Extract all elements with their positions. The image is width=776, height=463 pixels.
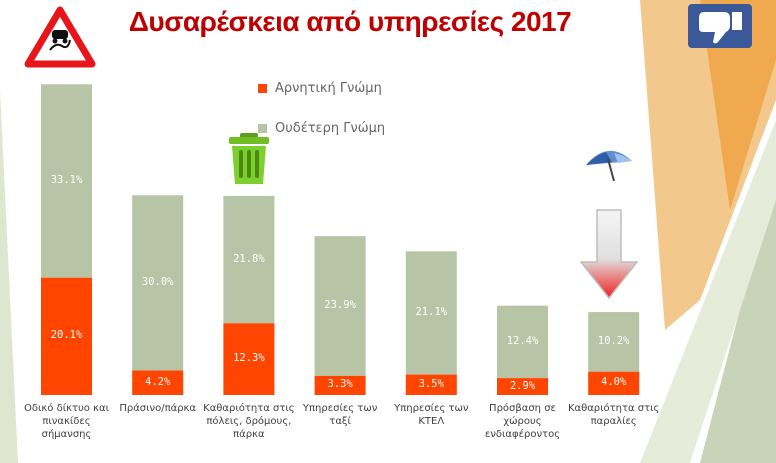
chart-title: Δυσαρέσκεια από υπηρεσίες 2017 [128, 6, 572, 37]
bar-segment-negative [41, 277, 92, 395]
bar-segment-neutral [132, 195, 184, 371]
bar-segment-neutral [588, 312, 640, 372]
legend-swatch-neutral [258, 124, 267, 133]
thumbs-down-icon [688, 4, 752, 48]
bar-segment-neutral [223, 195, 275, 324]
data-label-neutral: 23.9% [324, 298, 356, 311]
right-decor-shape-light [640, 120, 776, 463]
bar-segment-negative [497, 378, 548, 395]
data-label-negative: 12.3% [233, 352, 265, 365]
bar-segment-negative [314, 375, 366, 395]
down-arrow-icon [579, 209, 639, 300]
data-label-neutral: 33.1% [50, 173, 83, 186]
category-label: Υπηρεσίες των ταξί [302, 403, 378, 427]
slippery-road-sign-icon [24, 6, 96, 68]
legend-label-neutral: Ουδέτερη Γνώμη [275, 121, 386, 136]
legend-item-negative: Αρνητική Γνώμη [258, 81, 382, 96]
trash-can-icon [229, 133, 269, 184]
bar-segment-neutral [41, 84, 92, 278]
bar-segment-neutral [314, 236, 366, 376]
data-label-negative: 4.2% [145, 375, 171, 388]
bar-segment-neutral [405, 251, 457, 375]
category-label: Πράσινο/πάρκα [119, 403, 197, 414]
data-label-neutral: 12.4% [506, 334, 539, 347]
right-decor-orange-dark [700, 0, 776, 210]
category-label: Καθαριότητα στις παραλίες [567, 403, 660, 427]
data-label-negative: 4.0% [601, 376, 627, 389]
data-label-neutral: 10.2% [597, 334, 630, 347]
category-label: Πρόσβαση σε χώρους ενδιαφέροντος [484, 403, 561, 440]
legend-swatch-negative [258, 84, 267, 93]
data-label-neutral: 21.1% [415, 305, 448, 318]
beach-umbrella-icon [586, 150, 632, 182]
bar-segment-neutral [497, 305, 548, 379]
category-label: Υπηρεσίες των ΚΤΕΛ [394, 403, 469, 427]
bar-segment-negative [223, 323, 275, 395]
data-label-negative: 3.3% [327, 378, 353, 391]
data-label-negative: 2.9% [509, 379, 536, 392]
data-label-neutral: 21.8% [233, 252, 265, 265]
data-label-neutral: 30.0% [141, 275, 174, 288]
legend-item-neutral: Ουδέτερη Γνώμη [258, 121, 385, 136]
bar-segment-negative [132, 370, 184, 395]
bar-segment-negative [588, 371, 640, 395]
legend-label-negative: Αρνητική Γνώμη [275, 81, 382, 96]
data-label-negative: 3.5% [418, 377, 444, 390]
data-label-negative: 20.1% [50, 329, 83, 342]
left-decor-shape [0, 90, 18, 463]
category-label: Καθαριότητα στις πόλεις, δρόμους, πάρκα [203, 403, 295, 440]
category-label: Οδικό δίκτυο και πινακίδες σήμανσης [24, 403, 109, 440]
bar-segment-negative [405, 374, 457, 395]
